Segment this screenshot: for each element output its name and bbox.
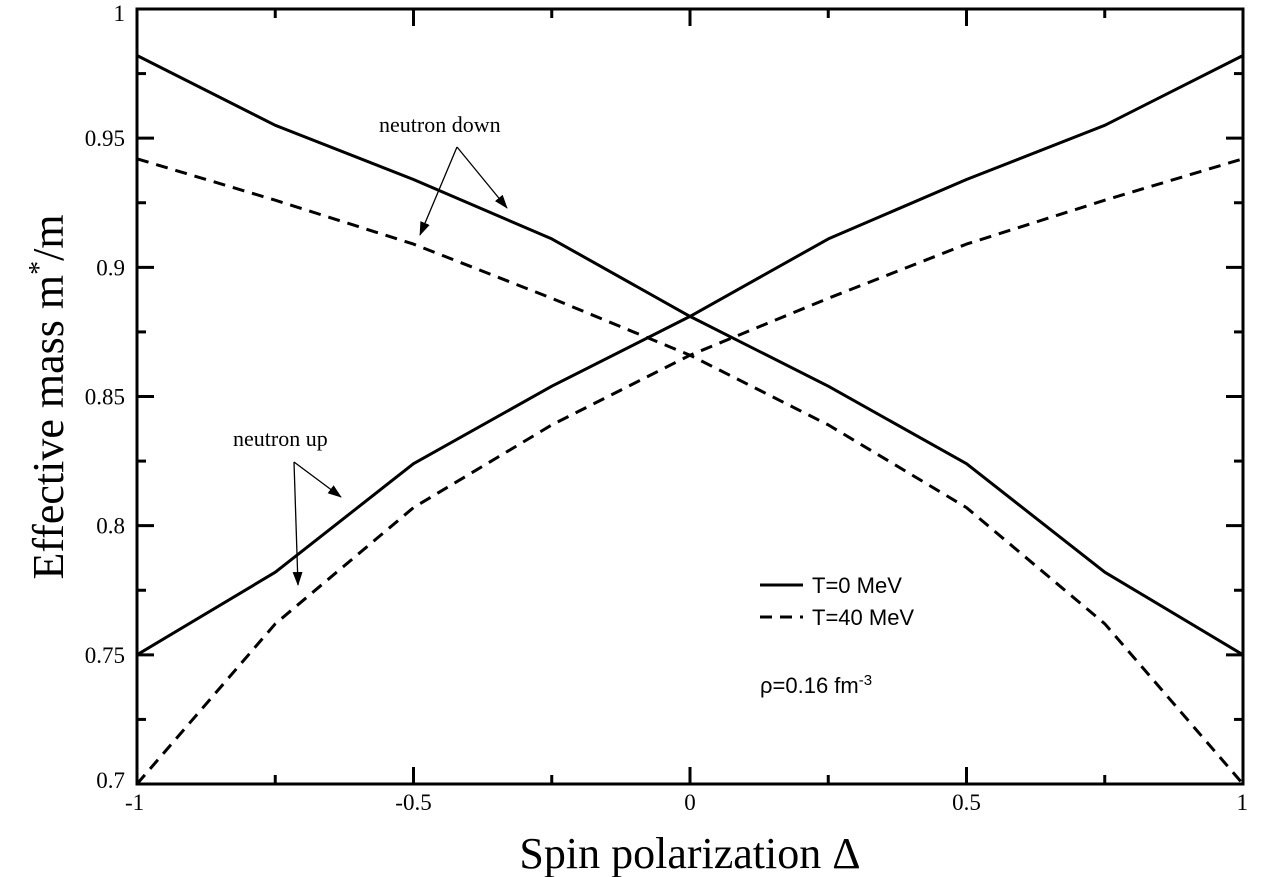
arrow-neutron-down-left — [419, 146, 458, 236]
arrow-neutron-up-left — [292, 461, 303, 586]
y-tick-label: 0.9 — [96, 255, 125, 280]
series-line-t-40-mev-neutron-down — [136, 157, 1245, 785]
x-tick-label: 0 — [684, 790, 696, 815]
legend: T=0 MeV T=40 MeV — [760, 573, 914, 630]
legend-label-t40: T=40 MeV — [812, 605, 914, 630]
density-main: ρ=0.16 fm — [760, 673, 859, 698]
y-tick-label: 1 — [114, 1, 126, 26]
series-layer — [135, 54, 1245, 785]
y-tick-label: 0.8 — [96, 514, 125, 539]
density-annotation: ρ=0.16 fm-3 — [760, 672, 872, 699]
x-tick-label: -0.5 — [395, 790, 431, 815]
arrow-neutron-up-right — [293, 461, 342, 498]
y-tick-label: 0.95 — [85, 126, 125, 151]
y-tick-label: 0.85 — [85, 385, 125, 410]
x-tick-label: 0.5 — [952, 790, 981, 815]
y-tick-label: 0.75 — [85, 643, 125, 668]
tick-layer — [135, 7, 1245, 786]
density-exponent: -3 — [859, 672, 872, 689]
arrow-neutron-down-right — [456, 146, 508, 209]
series-line-t-0-mev-neutron-down — [136, 54, 1244, 657]
annotation-neutron-up: neutron up — [233, 426, 328, 451]
legend-label-t0: T=0 MeV — [812, 573, 902, 598]
x-tick-label: 1 — [1237, 790, 1249, 815]
x-tick-label: -1 — [125, 790, 144, 815]
y-tick-label: 0.7 — [96, 768, 125, 793]
y-axis-title-main: Effective mass m — [24, 275, 73, 580]
y-axis-title: Effective mass m*/m — [24, 214, 74, 579]
y-axis-title-tail: /m — [24, 214, 73, 260]
x-axis-title: Spin polarization Δ — [519, 829, 860, 877]
y-tick-labels: 0.7 0.75 0.8 0.85 0.9 0.95 1 — [85, 1, 125, 793]
x-tick-labels: -1 -0.5 0 0.5 1 — [125, 790, 1248, 815]
y-axis-title-sup: * — [24, 261, 55, 275]
plot-frame — [135, 7, 1245, 786]
series-line-t-40-mev-neutron-up — [135, 157, 1244, 785]
annotation-neutron-down: neutron down — [379, 112, 501, 137]
